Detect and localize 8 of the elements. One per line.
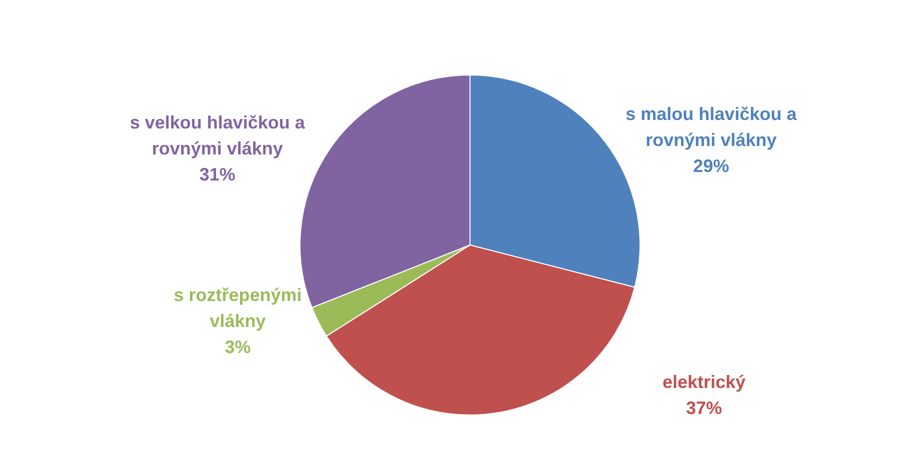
slice-label: elektrický xyxy=(662,372,746,392)
data-label: 3% xyxy=(224,336,251,357)
slice-label: s velkou hlavičkou a rovnými vlákny xyxy=(130,112,306,158)
data-label: 37% xyxy=(686,398,722,418)
slice-label: s malou hlavičkou a rovnými vlákny xyxy=(626,104,798,150)
slice-label: s roztřepenými vlákny xyxy=(174,284,302,331)
data-label: 29% xyxy=(693,156,730,176)
data-label: 31% xyxy=(199,164,236,184)
